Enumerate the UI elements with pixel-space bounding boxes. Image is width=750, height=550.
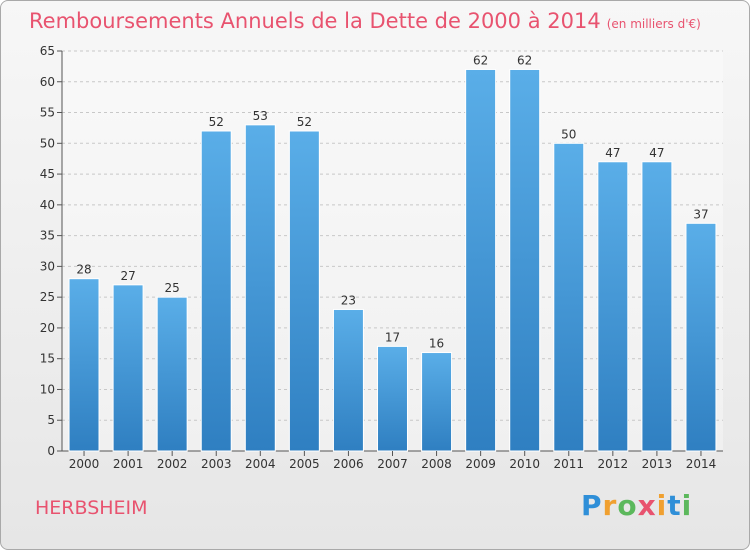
y-tick-label: 60 bbox=[40, 75, 55, 89]
bar bbox=[685, 222, 717, 452]
bar bbox=[112, 284, 144, 452]
proxiti-logo: Proxiti bbox=[581, 489, 692, 522]
y-tick-label: 45 bbox=[40, 167, 55, 181]
x-tick-label: 2002 bbox=[157, 457, 188, 471]
bar bbox=[553, 142, 585, 452]
bar-value-label: 16 bbox=[429, 337, 444, 351]
x-tick-label: 2008 bbox=[421, 457, 452, 471]
bar bbox=[332, 308, 364, 452]
y-tick-label: 55 bbox=[40, 106, 55, 120]
x-tick-label: 2014 bbox=[686, 457, 717, 471]
y-tick-label: 40 bbox=[40, 198, 55, 212]
chart-subtitle: (en milliers d'€) bbox=[606, 17, 701, 31]
bar-value-label: 17 bbox=[385, 330, 400, 344]
bar-value-label: 37 bbox=[693, 207, 708, 221]
x-tick-label: 2009 bbox=[465, 457, 496, 471]
x-tick-label: 2001 bbox=[113, 457, 144, 471]
bar-value-label: 47 bbox=[649, 146, 664, 160]
y-tick-label: 35 bbox=[40, 229, 55, 243]
x-tick-label: 2005 bbox=[289, 457, 320, 471]
bar-value-label: 52 bbox=[209, 115, 224, 129]
x-tick-label: 2007 bbox=[377, 457, 408, 471]
x-tick-label: 2006 bbox=[333, 457, 364, 471]
bar-value-label: 47 bbox=[605, 146, 620, 160]
y-tick-label: 10 bbox=[40, 382, 55, 396]
y-tick-label: 15 bbox=[40, 352, 55, 366]
bar-value-label: 27 bbox=[120, 269, 135, 283]
y-tick-label: 5 bbox=[47, 413, 55, 427]
y-tick-label: 65 bbox=[40, 44, 55, 58]
chart-title: Remboursements Annuels de la Dette de 20… bbox=[29, 9, 701, 33]
logo-letter: i bbox=[681, 489, 693, 522]
bar bbox=[421, 352, 453, 452]
bar bbox=[244, 124, 276, 452]
bar-value-label: 50 bbox=[561, 127, 576, 141]
logo-letter: t bbox=[667, 489, 682, 522]
logo-letter: i bbox=[656, 489, 668, 522]
bar bbox=[200, 130, 232, 452]
x-tick-label: 2004 bbox=[245, 457, 276, 471]
bar bbox=[156, 296, 188, 452]
logo-letter: P bbox=[581, 489, 603, 522]
bar bbox=[288, 130, 320, 452]
x-tick-label: 2013 bbox=[642, 457, 673, 471]
y-tick-label: 50 bbox=[40, 136, 55, 150]
bar-value-label: 62 bbox=[473, 53, 488, 67]
bar bbox=[509, 68, 541, 452]
y-tick-label: 20 bbox=[40, 321, 55, 335]
location-name: HERBSHEIM bbox=[35, 497, 148, 519]
bar bbox=[465, 68, 497, 452]
bar bbox=[597, 161, 629, 452]
x-tick-label: 2000 bbox=[69, 457, 100, 471]
bar-value-label: 53 bbox=[253, 109, 268, 123]
x-tick-label: 2010 bbox=[509, 457, 540, 471]
bar bbox=[68, 278, 100, 452]
x-tick-label: 2012 bbox=[598, 457, 629, 471]
y-tick-label: 30 bbox=[40, 259, 55, 273]
y-tick-label: 25 bbox=[40, 290, 55, 304]
chart-title-text: Remboursements Annuels de la Dette de 20… bbox=[29, 9, 601, 33]
bar-value-label: 62 bbox=[517, 53, 532, 67]
bar-value-label: 25 bbox=[165, 281, 180, 295]
x-tick-label: 2003 bbox=[201, 457, 232, 471]
bar bbox=[641, 161, 673, 452]
bar-value-label: 23 bbox=[341, 293, 356, 307]
logo-letter: x bbox=[637, 489, 657, 522]
y-tick-label: 0 bbox=[47, 444, 55, 458]
bar bbox=[377, 345, 408, 452]
bar-value-label: 52 bbox=[297, 115, 312, 129]
x-tick-label: 2011 bbox=[553, 457, 584, 471]
logo-letter: r bbox=[602, 489, 618, 522]
logo-letter: o bbox=[617, 489, 638, 522]
bar-value-label: 28 bbox=[76, 263, 91, 277]
